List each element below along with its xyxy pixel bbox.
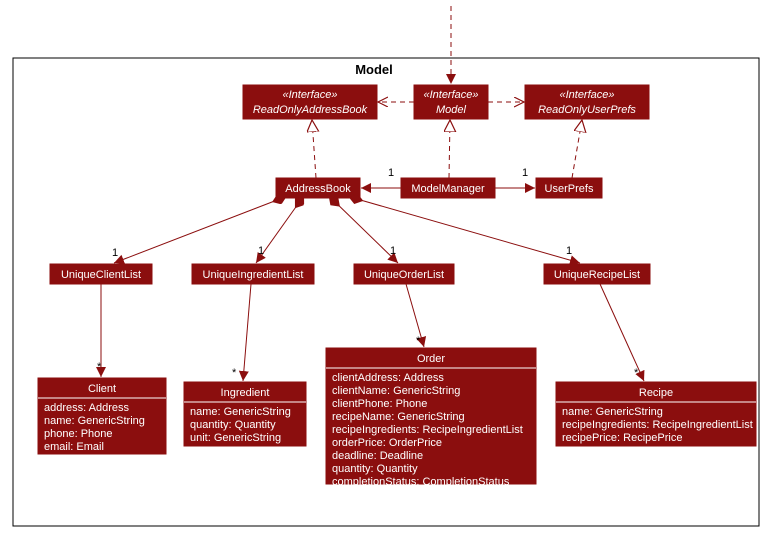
class-uniqueingredientlist: UniqueIngredientList [192, 264, 314, 284]
svg-text:*: * [97, 361, 102, 373]
edge-orderlist-to-order [406, 284, 424, 347]
svg-text:completionStatus: CompletionSt: completionStatus: CompletionStatus [332, 476, 510, 488]
svg-text:orderPrice: OrderPrice: orderPrice: OrderPrice [332, 437, 442, 449]
package-title: Model [355, 62, 393, 77]
edge-up-realize-roup [572, 120, 582, 178]
class-uniquerecipelist: UniqueRecipeList [544, 264, 650, 284]
svg-text:ModelManager: ModelManager [411, 183, 485, 195]
class-userprefs: UserPrefs [536, 178, 602, 198]
svg-text:UniqueIngredientList: UniqueIngredientList [203, 269, 304, 281]
edge-inglist-to-ingredient [243, 284, 251, 381]
svg-text:1: 1 [566, 245, 572, 257]
svg-text:UniqueRecipeList: UniqueRecipeList [554, 269, 640, 281]
svg-text:email: Email: email: Email [44, 441, 104, 453]
svg-text:Order: Order [417, 353, 445, 365]
svg-text:name: GenericString: name: GenericString [562, 406, 663, 418]
class-uniqueorderlist: UniqueOrderList [354, 264, 454, 284]
svg-text:recipePrice: RecipePrice: recipePrice: RecipePrice [562, 432, 682, 444]
edge-ab-realize-roab [312, 120, 316, 178]
svg-text:*: * [634, 367, 639, 379]
svg-text:deadline: Deadline: deadline: Deadline [332, 450, 423, 462]
class-ingredient: Ingredient name: GenericString quantity:… [184, 382, 306, 446]
svg-text:name: GenericString: name: GenericString [190, 406, 291, 418]
svg-text:quantity: Quantity: quantity: Quantity [190, 419, 276, 431]
svg-text:ReadOnlyUserPrefs: ReadOnlyUserPrefs [538, 104, 636, 116]
svg-text:phone: Phone: phone: Phone [44, 428, 113, 440]
svg-text:clientName: GenericString: clientName: GenericString [332, 385, 460, 397]
class-addressbook: AddressBook [276, 178, 360, 198]
svg-text:«Interface»: «Interface» [423, 89, 478, 101]
svg-text:UserPrefs: UserPrefs [545, 183, 594, 195]
svg-text:«Interface»: «Interface» [559, 89, 614, 101]
class-uniqueclientlist: UniqueClientList [50, 264, 152, 284]
class-client: Client address: Address name: GenericStr… [38, 378, 166, 454]
class-recipe: Recipe name: GenericString recipeIngredi… [556, 382, 756, 446]
svg-text:1: 1 [258, 245, 264, 257]
svg-text:1: 1 [522, 167, 528, 179]
interface-readonlyaddressbook: «Interface» ReadOnlyAddressBook [243, 85, 377, 119]
svg-text:clientAddress: Address: clientAddress: Address [332, 372, 444, 384]
svg-text:recipeIngredients: RecipeIngre: recipeIngredients: RecipeIngredientList [562, 419, 753, 431]
svg-text:Recipe: Recipe [639, 387, 673, 399]
edge-mm-realize-model [449, 120, 450, 178]
svg-text:Ingredient: Ingredient [221, 387, 270, 399]
uml-diagram: Model «Interface» ReadOnlyAddressBook «I… [0, 0, 765, 535]
svg-text:unit: GenericString: unit: GenericString [190, 432, 281, 444]
svg-text:UniqueOrderList: UniqueOrderList [364, 269, 444, 281]
interface-readonlyuserprefs: «Interface» ReadOnlyUserPrefs [525, 85, 649, 119]
edge-ab-comp-recipelist [350, 197, 580, 263]
class-modelmanager: ModelManager [401, 178, 495, 198]
svg-text:clientPhone: Phone: clientPhone: Phone [332, 398, 427, 410]
svg-text:Client: Client [88, 383, 116, 395]
svg-text:1: 1 [390, 245, 396, 257]
svg-text:quantity: Quantity: quantity: Quantity [332, 463, 418, 475]
edge-ab-comp-orderlist [330, 197, 398, 263]
interface-model: «Interface» Model [414, 85, 488, 119]
svg-text:recipeName: GenericString: recipeName: GenericString [332, 411, 465, 423]
svg-text:UniqueClientList: UniqueClientList [61, 269, 141, 281]
svg-text:«Interface»: «Interface» [282, 89, 337, 101]
svg-text:address: Address: address: Address [44, 402, 129, 414]
svg-text:recipeIngredients: RecipeIngre: recipeIngredients: RecipeIngredientList [332, 424, 523, 436]
svg-text:1: 1 [112, 247, 118, 259]
svg-text:Model: Model [436, 104, 467, 116]
svg-text:*: * [232, 367, 237, 379]
svg-text:1: 1 [388, 167, 394, 179]
class-order: Order clientAddress: Address clientName:… [326, 348, 536, 488]
svg-text:AddressBook: AddressBook [285, 183, 351, 195]
svg-text:ReadOnlyAddressBook: ReadOnlyAddressBook [253, 104, 368, 116]
svg-text:name: GenericString: name: GenericString [44, 415, 145, 427]
svg-text:*: * [416, 335, 421, 347]
